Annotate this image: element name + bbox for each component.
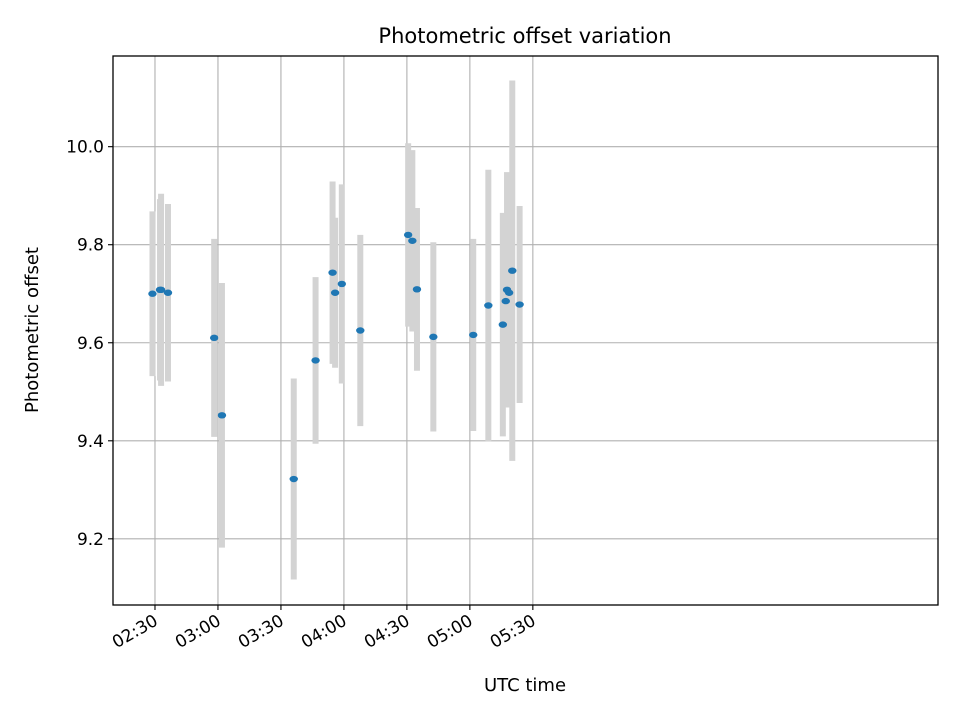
data-point (289, 475, 298, 483)
data-point (330, 289, 340, 296)
y-tick-label: 10.0 (66, 138, 104, 158)
data-point (484, 302, 493, 309)
plot-frame (112, 55, 939, 606)
data-point (337, 280, 347, 288)
y-tick-label: 9.2 (77, 530, 104, 550)
data-point (356, 327, 365, 334)
x-axis-label: UTC time (484, 675, 566, 696)
data-point (328, 269, 337, 276)
data-point (148, 290, 157, 297)
y-tick-label: 9.6 (77, 334, 104, 354)
y-tick-label: 9.4 (77, 432, 104, 452)
chart-title: Photometric offset variation (378, 24, 671, 48)
point-layer (148, 231, 524, 483)
y-axis-label: Photometric offset (22, 247, 43, 413)
data-point (403, 231, 413, 239)
y-tick-label: 9.8 (77, 236, 104, 256)
data-point (429, 333, 438, 341)
data-point (163, 289, 173, 296)
data-point (408, 237, 417, 244)
data-point (469, 331, 478, 339)
data-point (508, 267, 517, 274)
data-point (311, 357, 320, 364)
data-point (209, 334, 219, 342)
data-point (156, 286, 166, 294)
data-point (504, 289, 514, 296)
data-point (515, 301, 524, 308)
data-point (412, 286, 422, 293)
data-point (217, 412, 227, 419)
data-point (501, 297, 510, 305)
data-point (498, 321, 508, 328)
grid-layer (113, 56, 938, 605)
